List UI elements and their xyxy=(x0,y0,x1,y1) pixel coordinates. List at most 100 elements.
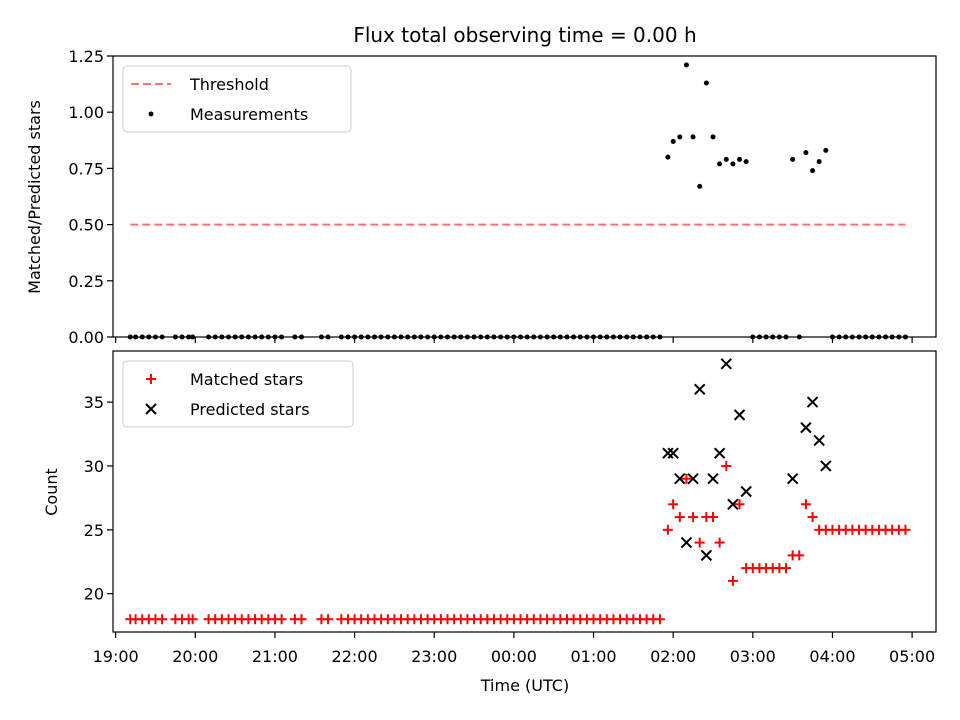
matched-star-point xyxy=(694,537,705,548)
measurement-point xyxy=(697,183,703,189)
bottom-xtick-label: 19:00 xyxy=(93,647,139,666)
bottom-ytick-label: 25 xyxy=(84,521,104,540)
bottom-y-axis-label: Count xyxy=(42,468,61,516)
predicted-star-point xyxy=(727,498,739,510)
top-y-axis-label: Matched/Predicted stars xyxy=(25,100,44,294)
predicted-star-point xyxy=(680,536,693,549)
legend-matched-swatch xyxy=(146,374,156,384)
bottom-xtick-label: 02:00 xyxy=(650,647,696,666)
predicted-star-point xyxy=(694,383,706,396)
bottom-x-axis: 19:00 20:00 21:00 22:00 23:00 00:00 01:00 02:00… xyxy=(93,632,935,666)
predicted-star-point xyxy=(733,409,746,421)
measurement-point xyxy=(790,156,796,162)
matched-star-point xyxy=(681,473,692,484)
predicted-star-point xyxy=(707,473,719,485)
matched-star-point xyxy=(714,537,725,548)
measurement-point xyxy=(816,159,822,165)
top-ytick-label: 0.25 xyxy=(68,272,104,291)
predicted-star-point xyxy=(820,460,832,472)
measurement-point xyxy=(670,138,676,144)
legend-predicted-swatch xyxy=(145,403,157,415)
top-x-ticks xyxy=(115,337,913,343)
top-ytick-label: 1.00 xyxy=(68,103,104,122)
measurement-point xyxy=(803,150,809,156)
bottom-xtick-label: 04:00 xyxy=(809,647,855,666)
bottom-ytick-label: 30 xyxy=(84,457,104,476)
matched-star-point xyxy=(721,460,732,471)
measurement-point xyxy=(723,156,729,162)
top-y-axis: 0.00 0.25 0.50 0.75 1.00 1.25 xyxy=(68,47,113,347)
matched-star-point xyxy=(734,499,745,510)
bottom-axes-frame xyxy=(112,350,937,633)
matched-star-point xyxy=(781,563,792,574)
measurement-point xyxy=(717,161,723,167)
measurement-point xyxy=(665,154,671,160)
predicted-star-point xyxy=(713,447,726,459)
measurement-point xyxy=(730,161,736,167)
top-ytick-label: 1.25 xyxy=(68,47,104,66)
legend-measurements-swatch xyxy=(148,111,154,117)
measurement-point xyxy=(743,159,749,165)
predicted-star-point xyxy=(800,421,812,434)
bottom-xtick-label: 03:00 xyxy=(730,647,776,666)
matched-star-point xyxy=(900,524,911,535)
matched-star-point xyxy=(296,614,307,625)
measurement-point xyxy=(737,156,743,162)
bottom-legend-box xyxy=(122,360,354,428)
chart-title: Flux total observing time = 0.00 h xyxy=(353,23,696,47)
predicted-star-point xyxy=(813,434,825,447)
top-ytick-label: 0.50 xyxy=(68,216,104,235)
bottom-panel: 20 25 30 35 19:00 20:00 21:00 22:00 23:00 00:00 0… xyxy=(42,350,937,695)
bottom-ytick-label: 35 xyxy=(84,393,104,412)
top-axes-frame xyxy=(112,55,937,338)
matched-star-point xyxy=(323,614,334,625)
predicted-star-point xyxy=(806,396,819,408)
legend-predicted-label: Predicted stars xyxy=(190,400,310,419)
top-plot-area xyxy=(127,62,908,340)
bottom-xtick-label: 05:00 xyxy=(889,647,935,666)
predicted-star-point xyxy=(786,473,799,485)
top-ytick-label: 0.75 xyxy=(68,159,104,178)
top-ytick-label: 0.00 xyxy=(68,328,104,347)
bottom-xtick-label: 23:00 xyxy=(411,647,457,666)
matched-star-point xyxy=(800,499,811,510)
bottom-legend: Matched stars Predicted stars xyxy=(122,360,354,428)
bottom-y-axis: 20 25 30 35 xyxy=(84,393,113,604)
top-legend-box xyxy=(122,65,352,133)
matched-star-point xyxy=(807,512,818,523)
matched-star-point xyxy=(157,614,168,625)
legend-matched-label: Matched stars xyxy=(190,370,303,389)
bottom-ytick-label: 20 xyxy=(84,585,104,604)
legend-measurements-label: Measurements xyxy=(190,105,308,124)
matched-star-point xyxy=(727,575,738,586)
measurement-point xyxy=(683,62,689,68)
predicted-star-point xyxy=(740,485,752,498)
matched-star-point xyxy=(668,499,679,510)
predicted-star-point xyxy=(720,358,732,370)
bottom-xtick-label: 22:00 xyxy=(332,647,378,666)
top-panel: 0.00 0.25 0.50 0.75 1.00 1.25 Matched/Predict… xyxy=(25,47,937,347)
bottom-xtick-label: 20:00 xyxy=(172,647,218,666)
matched-star-point xyxy=(276,614,287,625)
predicted-star-point xyxy=(667,447,679,459)
measurement-point xyxy=(710,134,716,140)
predicted-star-point xyxy=(700,549,713,562)
bottom-x-axis-label: Time (UTC) xyxy=(480,676,569,695)
bottom-xtick-label: 01:00 xyxy=(570,647,616,666)
measurement-point xyxy=(677,134,683,140)
matched-star-point xyxy=(187,614,198,625)
matched-star-point xyxy=(794,550,805,561)
measurement-point xyxy=(810,168,816,174)
matched-star-point xyxy=(688,512,699,523)
bottom-plot-area xyxy=(125,358,911,625)
matched-star-point xyxy=(707,512,718,523)
matched-star-point xyxy=(654,614,665,625)
predicted-star-point xyxy=(674,473,686,485)
measurement-point xyxy=(703,80,709,86)
matched-star-point xyxy=(674,512,685,523)
top-legend: Threshold Measurements xyxy=(122,65,352,133)
legend-threshold-label: Threshold xyxy=(189,75,269,94)
measurement-point xyxy=(823,147,829,153)
measurement-point xyxy=(690,134,696,140)
